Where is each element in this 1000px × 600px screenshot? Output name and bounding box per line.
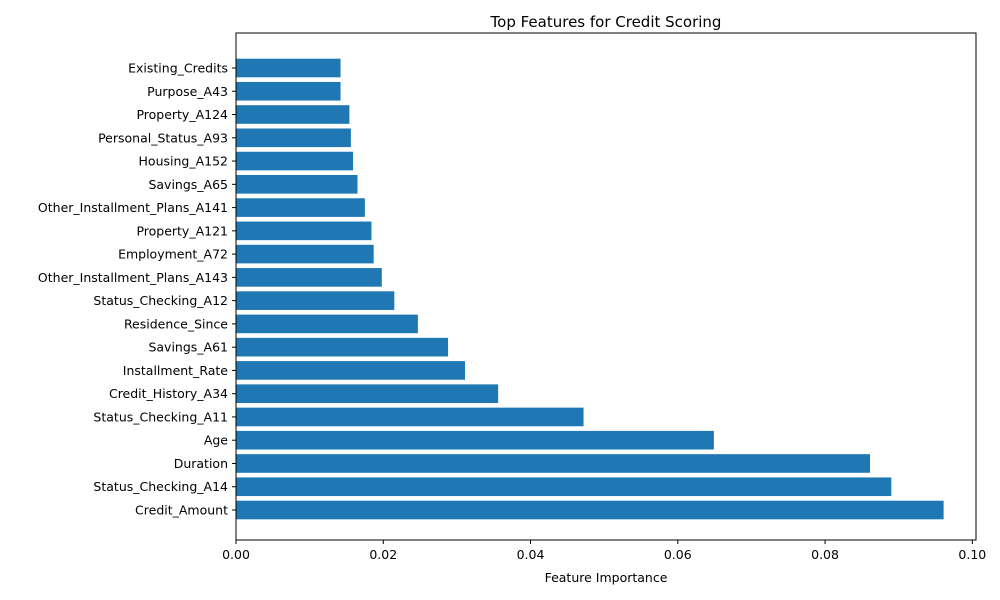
bars-group	[236, 58, 944, 520]
y-axis-ticks: Credit_Amount Status_Checking_A14 Duration…	[38, 61, 236, 518]
y-tick-label: Property_A121	[136, 223, 228, 238]
y-tick-label: Property_A124	[136, 107, 228, 122]
bar-status-checking-a14	[236, 477, 892, 497]
y-tick-label: Duration	[174, 456, 228, 471]
x-axis-ticks: 0.00 0.02 0.04 0.06 0.08 0.10	[222, 540, 986, 562]
bar-employment-a72	[236, 244, 374, 264]
x-tick-label: 0.00	[222, 547, 250, 562]
bar-credit-amount	[236, 500, 944, 520]
x-tick-label: 0.06	[664, 547, 692, 562]
bar-residence-since	[236, 314, 418, 334]
bar-credit-history-a34	[236, 384, 499, 403]
bar-property-a121	[236, 221, 372, 241]
x-tick-label: 0.08	[811, 547, 839, 562]
y-tick-label: Age	[204, 433, 228, 448]
y-tick-label: Status_Checking_A12	[93, 293, 228, 308]
bar-status-checking-a12	[236, 291, 395, 310]
y-tick-label: Employment_A72	[118, 247, 228, 262]
bar-purpose-a43	[236, 81, 341, 101]
bar-personal-status-a93	[236, 128, 351, 148]
y-tick-label: Status_Checking_A14	[93, 479, 228, 494]
y-tick-label: Credit_History_A34	[109, 386, 228, 401]
bar-age	[236, 430, 714, 450]
x-tick-label: 0.02	[369, 547, 397, 562]
y-tick-label: Savings_A65	[148, 177, 228, 192]
x-tick-label: 0.10	[958, 547, 986, 562]
bar-duration	[236, 454, 870, 473]
y-tick-label: Housing_A152	[139, 154, 228, 169]
bar-property-a124	[236, 105, 350, 124]
plot-frame	[235, 32, 977, 541]
y-tick-label: Residence_Since	[124, 316, 228, 331]
bar-savings-a65	[236, 175, 358, 194]
bar-status-checking-a11	[236, 407, 584, 427]
bar-other-installment-plans-a143	[236, 268, 382, 287]
y-tick-label: Savings_A61	[148, 340, 228, 355]
bar-installment-rate	[236, 361, 465, 380]
chart-title: Top Features for Credit Scoring	[490, 13, 722, 31]
y-tick-label: Purpose_A43	[147, 84, 228, 99]
y-tick-label: Status_Checking_A11	[93, 409, 228, 424]
x-tick-label: 0.04	[517, 547, 545, 562]
y-tick-label: Other_Installment_Plans_A141	[38, 200, 228, 215]
bar-housing-a152	[236, 151, 354, 171]
x-axis-label: Feature Importance	[545, 570, 668, 585]
bar-existing-credits	[236, 58, 341, 78]
y-tick-label: Existing_Credits	[128, 61, 228, 76]
y-tick-label: Other_Installment_Plans_A143	[38, 270, 228, 285]
y-tick-label: Credit_Amount	[135, 503, 228, 518]
bar-other-installment-plans-a141	[236, 198, 365, 217]
y-tick-label: Installment_Rate	[123, 363, 229, 378]
bar-savings-a61	[236, 337, 449, 357]
y-tick-label: Personal_Status_A93	[98, 130, 228, 145]
